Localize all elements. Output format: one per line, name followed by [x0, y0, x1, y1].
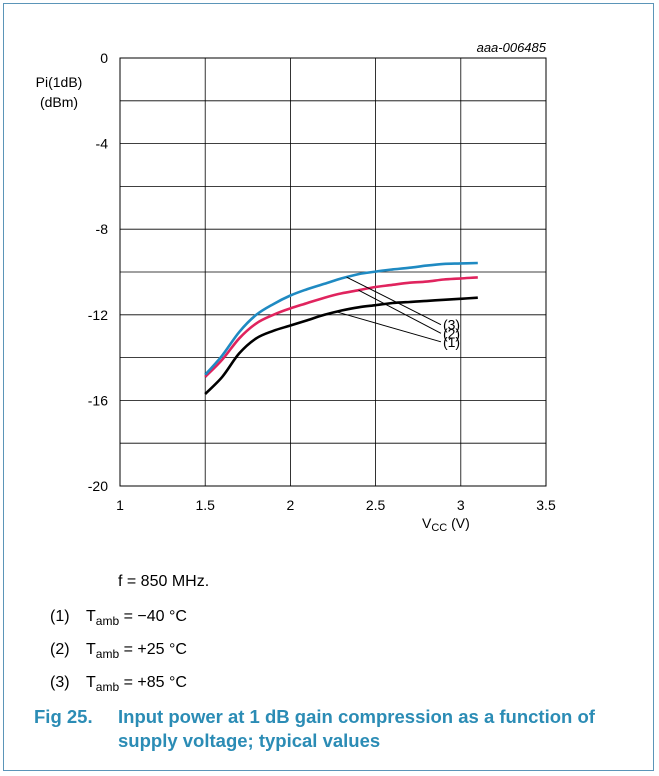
series-line-3	[204, 261, 478, 376]
series-callout-1: (1)	[443, 334, 460, 350]
legend-num: (3)	[50, 674, 70, 691]
legend-t: T	[86, 674, 96, 691]
callout-leader-line	[336, 311, 442, 343]
y-axis-label-line2: (dBm)	[40, 94, 78, 110]
y-tick-label: -20	[88, 478, 108, 494]
series-line-1	[204, 296, 478, 395]
x-tick-label: 1.5	[195, 497, 215, 513]
x-tick-labels: 1 1.5 2 2.5 3 3.5	[116, 497, 556, 513]
y-axis-label-line1: Pi(1dB)	[36, 74, 83, 90]
chart: 1 1.5 2 2.5 3 3.5 0 -4 -8 -12 -16 -20 (3)(2)(1) aa…	[36, 40, 556, 534]
figure-title: Input power at 1 dB gain compression as …	[118, 706, 595, 751]
legend-item-1: (1) Tamb = −40 °C	[50, 608, 187, 628]
figure-frame	[3, 3, 654, 771]
x-tick-label: 1	[116, 497, 124, 513]
y-tick-label: -4	[96, 136, 109, 152]
callout-leader-line	[358, 289, 442, 334]
frequency-note: f = 850 MHz.	[118, 573, 210, 590]
x-tick-label: 3.5	[536, 497, 556, 513]
chart-grid	[120, 58, 546, 486]
series-line-2	[204, 276, 478, 378]
legend-sub: amb	[95, 680, 120, 694]
x-tick-label: 2.5	[366, 497, 386, 513]
series-callout-3: (3)	[443, 317, 460, 333]
legend-sub: amb	[95, 647, 120, 661]
legend-t: T	[86, 608, 96, 625]
legend-num: (1)	[50, 608, 70, 625]
legend-t: T	[86, 641, 96, 658]
x-axis-label: VCC (V)	[422, 515, 470, 534]
y-tick-label: -16	[88, 392, 108, 408]
y-tick-label: 0	[100, 50, 108, 66]
y-tick-labels: 0 -4 -8 -12 -16 -20	[88, 50, 108, 494]
legend-value: = +25 °C	[119, 641, 187, 658]
x-axis-label-main: V	[422, 515, 432, 531]
legend-item-2: (2) Tamb = +25 °C	[50, 641, 187, 661]
y-tick-label: -8	[96, 221, 109, 237]
callout-leaders	[336, 276, 442, 343]
series-lines	[204, 261, 478, 395]
x-axis-label-unit: (V)	[447, 515, 470, 531]
figure-number: Fig 25.	[34, 706, 93, 727]
x-tick-label: 2	[287, 497, 295, 513]
y-tick-label: -12	[88, 307, 108, 323]
series-callouts: (3)(2)(1)	[443, 317, 460, 350]
series-callout-2: (2)	[443, 325, 460, 341]
plot-border	[119, 57, 547, 487]
x-axis-label-sub: CC	[431, 522, 447, 534]
x-tick-label: 3	[457, 497, 465, 513]
figure-caption: Fig 25. Input power at 1 dB gain compress…	[34, 705, 634, 753]
legend-num: (2)	[50, 641, 70, 658]
legend-sub: amb	[95, 614, 120, 628]
callout-leader-line	[346, 276, 442, 326]
legend-item-3: (3) Tamb = +85 °C	[50, 674, 187, 694]
legend-value: = −40 °C	[119, 608, 187, 625]
legend-value: = +85 °C	[119, 674, 187, 691]
chart-code: aaa-006485	[477, 40, 547, 55]
